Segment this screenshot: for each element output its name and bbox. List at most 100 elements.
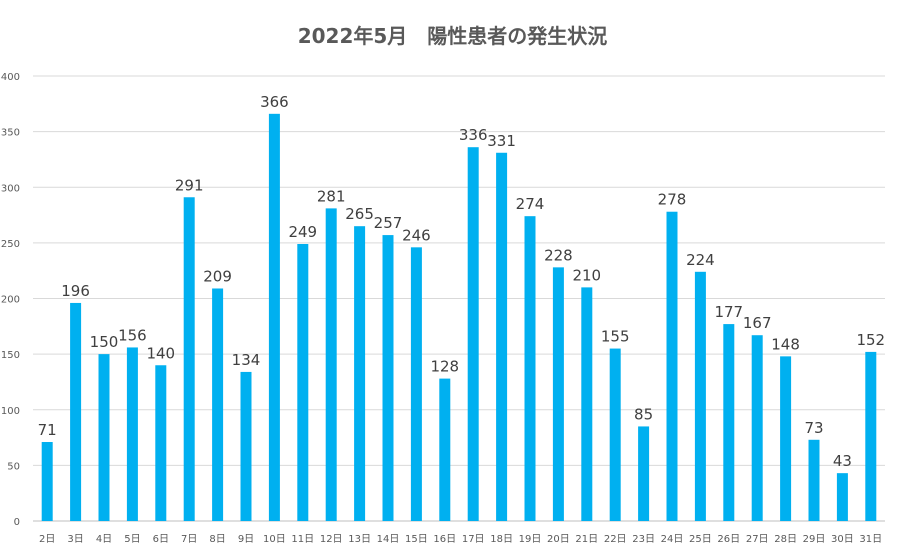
y-tick-label: 100: [1, 406, 20, 417]
bar: [723, 324, 735, 521]
bar: [70, 302, 82, 521]
y-tick-label: 400: [1, 72, 20, 83]
bar: [581, 287, 593, 521]
bar: [268, 113, 280, 521]
x-tick-label: 17日: [462, 534, 485, 545]
data-label: 257: [374, 214, 403, 232]
x-tick-label: 18日: [490, 534, 513, 545]
x-tick-label: 4日: [96, 534, 112, 545]
data-label: 274: [516, 195, 545, 213]
bar: [808, 439, 820, 521]
bar: [183, 197, 195, 521]
x-tick-label: 8日: [209, 534, 225, 545]
bar: [212, 288, 224, 521]
x-tick-label: 22日: [604, 534, 627, 545]
gridlines: [33, 75, 885, 522]
bar: [524, 216, 536, 522]
x-tick-label: 9日: [238, 534, 254, 545]
data-label: 210: [572, 266, 601, 284]
x-tick-label: 28日: [774, 534, 797, 545]
bar: [865, 351, 877, 521]
data-label: 156: [118, 326, 147, 344]
x-tick-label: 3日: [67, 534, 83, 545]
data-label: 177: [714, 303, 743, 321]
bar: [410, 247, 422, 521]
x-tick-label: 15日: [405, 534, 428, 545]
data-label: 265: [345, 205, 374, 223]
data-label: 209: [203, 267, 232, 285]
x-tick-label: 14日: [377, 534, 400, 545]
bar: [325, 208, 337, 521]
bar: [155, 365, 167, 521]
x-tick-label: 31日: [859, 534, 882, 545]
x-tick-label: 23日: [632, 534, 655, 545]
bar: [467, 147, 479, 521]
y-tick-label: 150: [1, 350, 20, 361]
x-tick-label: 25日: [689, 534, 712, 545]
data-label: 148: [771, 335, 800, 353]
data-label: 155: [601, 328, 630, 346]
x-tick-label: 21日: [575, 534, 598, 545]
y-tick-label: 250: [1, 239, 20, 250]
x-tick-label: 26日: [717, 534, 740, 545]
data-label: 71: [38, 421, 57, 439]
data-label: 246: [402, 226, 431, 244]
data-label: 196: [61, 282, 90, 300]
data-label: 249: [288, 223, 317, 241]
x-tick-label: 29日: [803, 534, 826, 545]
x-tick-label: 13日: [348, 534, 371, 545]
x-tick-label: 20日: [547, 534, 570, 545]
bar: [382, 235, 394, 521]
bar: [638, 426, 650, 521]
x-tick-label: 27日: [746, 534, 769, 545]
x-tick-label: 12日: [320, 534, 343, 545]
x-axis: 2日 3日 4日 5日 6日 7日 8日 9日 10日 11日 12日 13日 14日 15日 16日 17日…: [39, 534, 882, 545]
bar: [694, 271, 706, 521]
bar: [836, 473, 848, 521]
data-label: 85: [634, 405, 653, 423]
y-tick-label: 50: [7, 461, 20, 472]
bar: [41, 442, 53, 521]
bar: [780, 356, 792, 521]
data-label: 167: [743, 314, 772, 332]
y-tick-label: 200: [1, 295, 20, 306]
y-tick-label: 300: [1, 183, 20, 194]
bar: [240, 371, 252, 521]
data-label: 128: [430, 358, 459, 376]
data-label: 43: [833, 452, 852, 470]
bar: [496, 152, 508, 521]
bar: [126, 347, 138, 521]
bar: [354, 226, 366, 521]
x-tick-label: 2日: [39, 534, 55, 545]
x-tick-label: 30日: [831, 534, 854, 545]
bar: [439, 378, 451, 521]
bar: [666, 211, 678, 521]
bar: [751, 335, 763, 521]
bar: [98, 354, 110, 521]
x-tick-label: 24日: [661, 534, 684, 545]
y-axis: 0 50 100 150 200 250 300 350 400: [1, 72, 20, 528]
data-label: 134: [232, 351, 261, 369]
x-tick-label: 11日: [291, 534, 314, 545]
bar: [297, 243, 309, 522]
x-tick-label: 5日: [124, 534, 140, 545]
data-label: 331: [487, 132, 516, 150]
bar: [609, 348, 621, 521]
data-label: 336: [459, 126, 488, 144]
bar: [552, 267, 564, 521]
data-label: 366: [260, 93, 289, 111]
data-label: 150: [90, 333, 119, 351]
data-label: 140: [146, 344, 175, 362]
data-label: 73: [804, 419, 823, 437]
x-tick-label: 7日: [181, 534, 197, 545]
data-label: 278: [658, 191, 687, 209]
x-tick-label: 19日: [519, 534, 542, 545]
x-tick-label: 10日: [263, 534, 286, 545]
chart-title: 2022年5月 陽性患者の発生状況: [297, 24, 608, 48]
data-label: 228: [544, 246, 573, 264]
data-label: 152: [856, 331, 885, 349]
data-label: 224: [686, 251, 715, 269]
